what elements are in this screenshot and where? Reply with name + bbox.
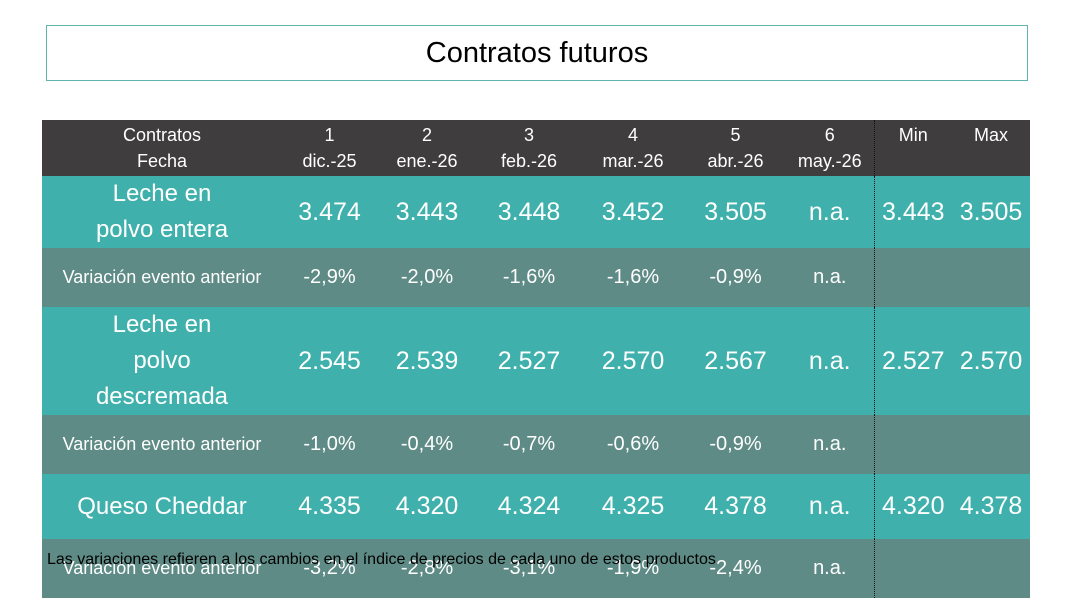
table-cell: 2.527 <box>873 307 952 415</box>
table-cell: 4.320 <box>377 474 477 539</box>
table-cell: 3.448 <box>477 176 581 248</box>
table-cell: n.a. <box>786 176 874 248</box>
header-cell: 1 dic.-25 <box>282 120 377 176</box>
table-cell: -1,0% <box>282 415 377 474</box>
table-cell <box>873 415 952 474</box>
table-cell: 4.324 <box>477 474 581 539</box>
table-cell: n.a. <box>786 474 874 539</box>
table-cell: 4.378 <box>685 474 786 539</box>
table-row: Variación evento anterior -2,9% -2,0% -1… <box>42 248 1030 307</box>
header-cell: 4 mar.-26 <box>581 120 685 176</box>
futures-table: Contratos Fecha 1 dic.-25 2 ene.-26 3 feb.-2… <box>42 120 1030 598</box>
table-cell: 4.335 <box>282 474 377 539</box>
header-cell: 5 abr.-26 <box>685 120 786 176</box>
page-title: Contratos futuros <box>46 25 1028 81</box>
table-cell: 2.539 <box>377 307 477 415</box>
row-label: Leche en polvo entera <box>42 176 282 248</box>
table-cell: -2,9% <box>282 248 377 307</box>
table-cell: -0,6% <box>581 415 685 474</box>
header-cell-min: Min <box>873 120 952 176</box>
table-cell: -2,0% <box>377 248 477 307</box>
table-cell: n.a. <box>786 307 874 415</box>
table-cell: 4.378 <box>952 474 1030 539</box>
table-cell <box>873 539 952 598</box>
header-cell: 2 ene.-26 <box>377 120 477 176</box>
row-label: Variación evento anterior <box>42 415 282 474</box>
table-cell <box>873 248 952 307</box>
table-cell: 3.443 <box>377 176 477 248</box>
table-cell: 2.570 <box>581 307 685 415</box>
footnote: Las variaciones refieren a los cambios e… <box>47 551 716 568</box>
table-cell: -1,6% <box>477 248 581 307</box>
table-cell: 3.505 <box>952 176 1030 248</box>
table-cell: 4.325 <box>581 474 685 539</box>
table-cell: 3.452 <box>581 176 685 248</box>
row-label: Leche en polvo descremada <box>42 307 282 415</box>
table-cell: -0,7% <box>477 415 581 474</box>
table-cell: 3.443 <box>873 176 952 248</box>
table-cell <box>952 539 1030 598</box>
table-row: Queso Cheddar 4.335 4.320 4.324 4.325 4.… <box>42 474 1030 539</box>
row-label: Variación evento anterior <box>42 248 282 307</box>
table-cell: -0,9% <box>685 248 786 307</box>
table-cell: n.a. <box>786 248 874 307</box>
table-cell: 2.567 <box>685 307 786 415</box>
table-cell <box>952 415 1030 474</box>
table-cell: 4.320 <box>873 474 952 539</box>
table-cell: -1,6% <box>581 248 685 307</box>
header-cell-max: Max <box>952 120 1030 176</box>
table-cell: 3.474 <box>282 176 377 248</box>
table-cell: n.a. <box>786 539 874 598</box>
table-cell: 2.545 <box>282 307 377 415</box>
table-cell: -0,9% <box>685 415 786 474</box>
table-cell <box>952 248 1030 307</box>
table-header-row: Contratos Fecha 1 dic.-25 2 ene.-26 3 feb.-2… <box>42 120 1030 176</box>
table-cell: 3.505 <box>685 176 786 248</box>
table-cell: 2.527 <box>477 307 581 415</box>
table-cell: n.a. <box>786 415 874 474</box>
table-row: Leche en polvo descremada 2.545 2.539 2.… <box>42 307 1030 415</box>
row-label: Queso Cheddar <box>42 474 282 539</box>
table-cell: -0,4% <box>377 415 477 474</box>
header-cell: 3 feb.-26 <box>477 120 581 176</box>
header-cell: Contratos Fecha <box>42 120 282 176</box>
table-row: Variación evento anterior -1,0% -0,4% -0… <box>42 415 1030 474</box>
table-cell: 2.570 <box>952 307 1030 415</box>
header-cell: 6 may.-26 <box>786 120 874 176</box>
table-row: Leche en polvo entera 3.474 3.443 3.448 … <box>42 176 1030 248</box>
